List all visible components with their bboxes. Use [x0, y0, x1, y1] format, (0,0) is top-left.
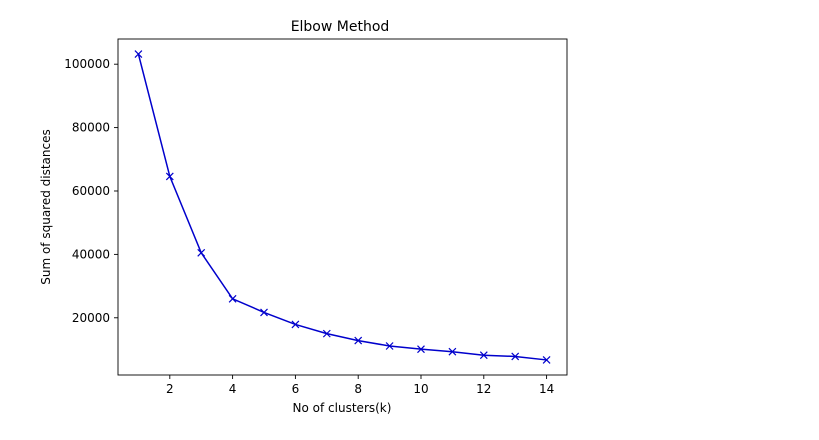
x-tick-label: 4: [229, 382, 237, 396]
data-point-marker: [165, 172, 174, 181]
data-point-marker: [291, 320, 300, 329]
y-tick-label: 100000: [64, 57, 110, 71]
data-point-marker: [197, 248, 206, 257]
data-point-marker: [542, 356, 551, 364]
plot-area-frame: [117, 38, 568, 376]
data-point-marker: [417, 345, 425, 354]
x-tick-label: 14: [539, 382, 554, 396]
x-tick-label: 6: [292, 382, 300, 396]
x-tick-label: 12: [476, 382, 491, 396]
data-point-marker: [448, 347, 457, 356]
series-line: [137, 53, 547, 361]
data-point-marker: [511, 352, 520, 361]
data-point-marker: [260, 308, 268, 317]
y-axis-ticks: 20000 40000 60000 80000 100000: [64, 57, 118, 325]
data-point-marker: [385, 342, 394, 350]
x-axis-ticks: 2 4 6 8 10 12 14: [166, 375, 554, 396]
y-tick-label: 80000: [72, 121, 110, 135]
x-axis-label: No of clusters(k): [293, 401, 392, 415]
y-tick-label: 40000: [72, 247, 110, 261]
series-layer: [134, 50, 551, 364]
y-tick-label: 60000: [72, 184, 110, 198]
data-point-marker: [322, 329, 331, 338]
x-tick-label: 8: [354, 382, 362, 396]
x-tick-label: 2: [166, 382, 174, 396]
y-axis-label: Sum of squared distances: [39, 129, 53, 285]
y-tick-label: 20000: [72, 311, 110, 325]
data-point-marker: [354, 336, 363, 345]
chart-title: Elbow Method: [291, 19, 390, 35]
x-tick-label: 10: [413, 382, 428, 396]
data-point-marker: [134, 50, 143, 58]
data-point-marker: [228, 294, 237, 303]
data-point-marker: [479, 351, 488, 360]
